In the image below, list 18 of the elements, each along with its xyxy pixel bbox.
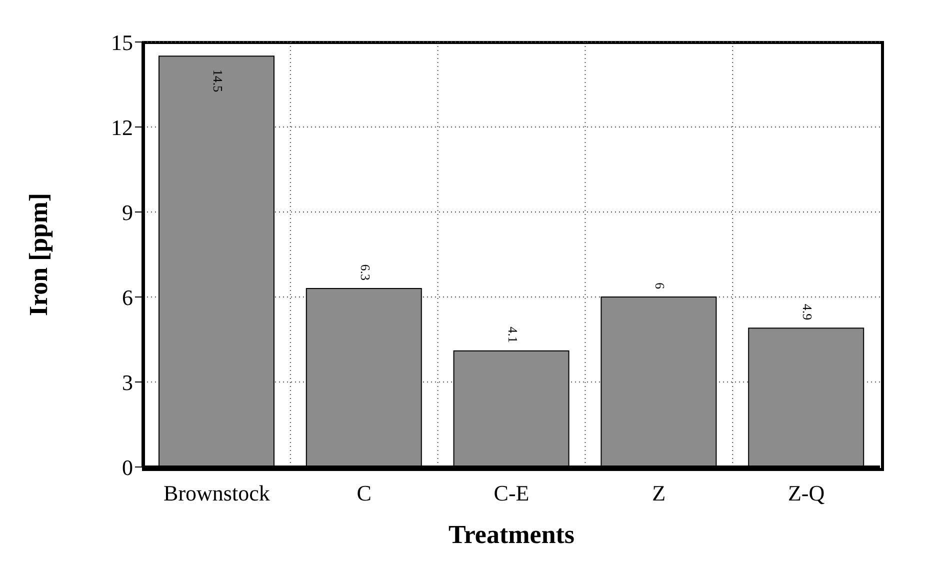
- x-axis-title: Treatments: [448, 520, 575, 549]
- data-label: 6.3: [358, 264, 373, 280]
- x-tick-label: Brownstock: [164, 480, 270, 506]
- x-tick-label: C-E: [494, 480, 530, 506]
- y-tick-label: 0: [122, 454, 133, 480]
- data-label: 14.5: [210, 69, 226, 92]
- y-tick-label: 9: [122, 200, 133, 225]
- data-label: 4.1: [505, 326, 520, 343]
- y-axis-title: Iron [ppm]: [24, 192, 54, 316]
- data-label: 6: [652, 282, 668, 290]
- y-tick-label: 12: [111, 114, 133, 140]
- x-tick-label: Z: [652, 480, 666, 506]
- x-tick-label: Z-Q: [788, 480, 825, 506]
- x-tick-label: C: [356, 480, 372, 506]
- y-tick-label: 3: [122, 370, 133, 395]
- y-tick-label: 6: [122, 284, 133, 310]
- y-tick-label: 15: [111, 30, 133, 55]
- data-label: 4.9: [800, 304, 816, 320]
